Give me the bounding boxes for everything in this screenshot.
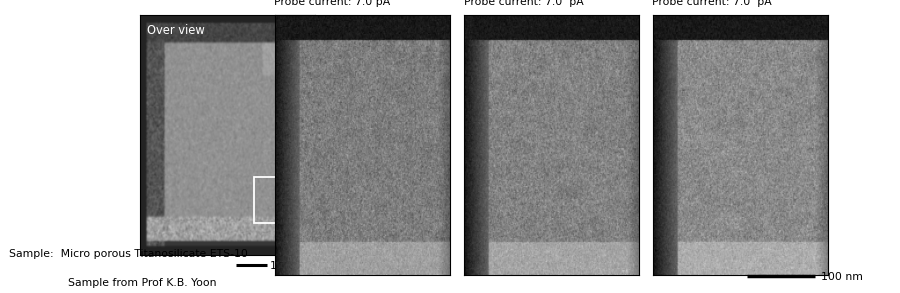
Text: Probe current: 7.0  pA: Probe current: 7.0 pA — [652, 0, 772, 7]
Text: Sample:  Micro porous Titanosilicate ETS-10: Sample: Micro porous Titanosilicate ETS-… — [9, 249, 248, 259]
Text: Over view: Over view — [147, 24, 204, 37]
Text: Probe current: 7.0  pA: Probe current: 7.0 pA — [464, 0, 583, 7]
Text: Sample from Prof K.B. Yoon: Sample from Prof K.B. Yoon — [68, 278, 217, 288]
Text: 100 nm: 100 nm — [821, 272, 863, 282]
Text: 1 μm: 1 μm — [270, 261, 298, 271]
Text: Probe current: 7.0 pA: Probe current: 7.0 pA — [274, 0, 391, 7]
Bar — [254, 177, 280, 223]
